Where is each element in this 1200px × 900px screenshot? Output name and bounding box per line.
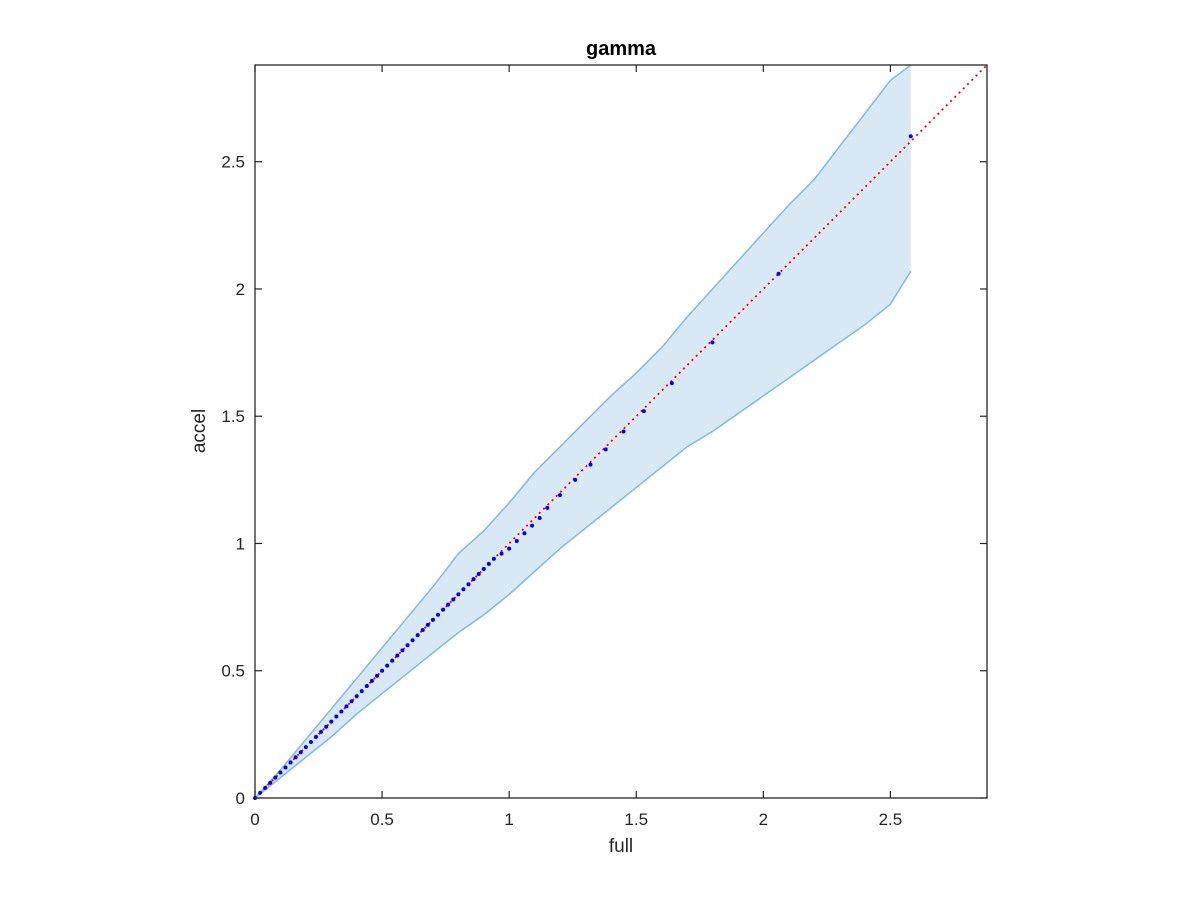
x-tick-label: 2	[759, 810, 768, 829]
data-point	[329, 719, 334, 724]
data-point	[588, 462, 593, 467]
x-axis-label: full	[609, 836, 633, 857]
chart-title: gamma	[586, 38, 657, 60]
data-point	[641, 409, 646, 414]
data-point	[258, 790, 263, 795]
data-point	[410, 638, 415, 643]
data-point	[507, 546, 512, 551]
data-point	[908, 134, 913, 139]
data-point	[273, 775, 278, 780]
data-point	[430, 617, 435, 622]
data-point	[669, 381, 674, 386]
data-point	[263, 785, 268, 790]
data-point	[486, 561, 491, 566]
data-point	[395, 653, 400, 658]
x-tick-label: 1	[504, 810, 513, 829]
data-point	[456, 592, 461, 597]
axes-box	[254, 64, 988, 799]
x-tick-label: 1.5	[624, 810, 648, 829]
data-point	[364, 684, 369, 689]
data-point	[514, 538, 519, 543]
data-point	[420, 628, 425, 633]
data-point	[415, 633, 420, 638]
data-point	[314, 734, 318, 739]
data-point	[354, 694, 359, 699]
confidence-band	[255, 65, 911, 798]
data-point	[385, 663, 390, 668]
data-point	[481, 566, 486, 571]
data-point	[573, 477, 578, 482]
data-point	[558, 493, 562, 498]
y-tick-label: 1	[236, 534, 245, 553]
data-point	[359, 689, 364, 694]
data-point	[405, 643, 410, 648]
data-point	[349, 699, 354, 704]
data-point	[776, 271, 781, 276]
data-point	[288, 760, 293, 765]
data-point	[268, 780, 273, 785]
data-point	[375, 673, 379, 678]
x-tick-label: 0	[250, 810, 259, 829]
axis-ticks: 0 0.5 1 1.5 2 2.5 0 0.5 1 1.5 2 2.5	[221, 65, 987, 829]
data-point	[530, 523, 535, 528]
data-point	[537, 516, 542, 521]
data-point	[446, 602, 451, 607]
data-point	[461, 587, 466, 592]
y-tick-label: 0	[236, 789, 245, 808]
data-point	[344, 704, 349, 709]
x-tick-label: 0.5	[370, 810, 394, 829]
band-upper-line	[254, 64, 912, 799]
data-point	[283, 765, 288, 770]
y-axis-label: accel	[189, 409, 210, 453]
data-point	[390, 658, 395, 663]
data-point	[466, 582, 471, 587]
y-tick-label: 0.5	[221, 662, 245, 681]
data-point	[522, 531, 527, 536]
y-tick-label: 2.5	[221, 153, 245, 172]
data-point	[451, 597, 456, 602]
data-point	[334, 714, 339, 719]
data-point	[303, 745, 308, 750]
data-point	[298, 750, 303, 755]
reference-line	[254, 64, 988, 799]
data-point	[710, 340, 715, 345]
data-point	[621, 429, 626, 434]
data-point	[278, 770, 283, 775]
data-point	[369, 678, 374, 683]
band-lower-line	[254, 270, 912, 799]
data-point	[380, 668, 385, 673]
data-point	[603, 447, 608, 452]
data-point	[339, 709, 344, 714]
y-tick-label: 1.5	[221, 407, 245, 426]
plot-area	[253, 64, 988, 800]
data-point	[499, 551, 504, 556]
data-point	[400, 648, 405, 653]
data-point	[545, 505, 550, 510]
data-point	[471, 577, 476, 582]
data-point	[425, 622, 430, 627]
y-tick-label: 2	[236, 280, 245, 299]
data-point	[324, 724, 329, 729]
data-point	[308, 740, 313, 745]
data-point	[491, 556, 496, 561]
data-point	[319, 729, 324, 734]
data-point	[436, 612, 440, 617]
data-point	[441, 607, 446, 612]
data-point	[293, 755, 298, 760]
x-tick-label: 2.5	[879, 810, 903, 829]
data-point	[476, 572, 481, 577]
